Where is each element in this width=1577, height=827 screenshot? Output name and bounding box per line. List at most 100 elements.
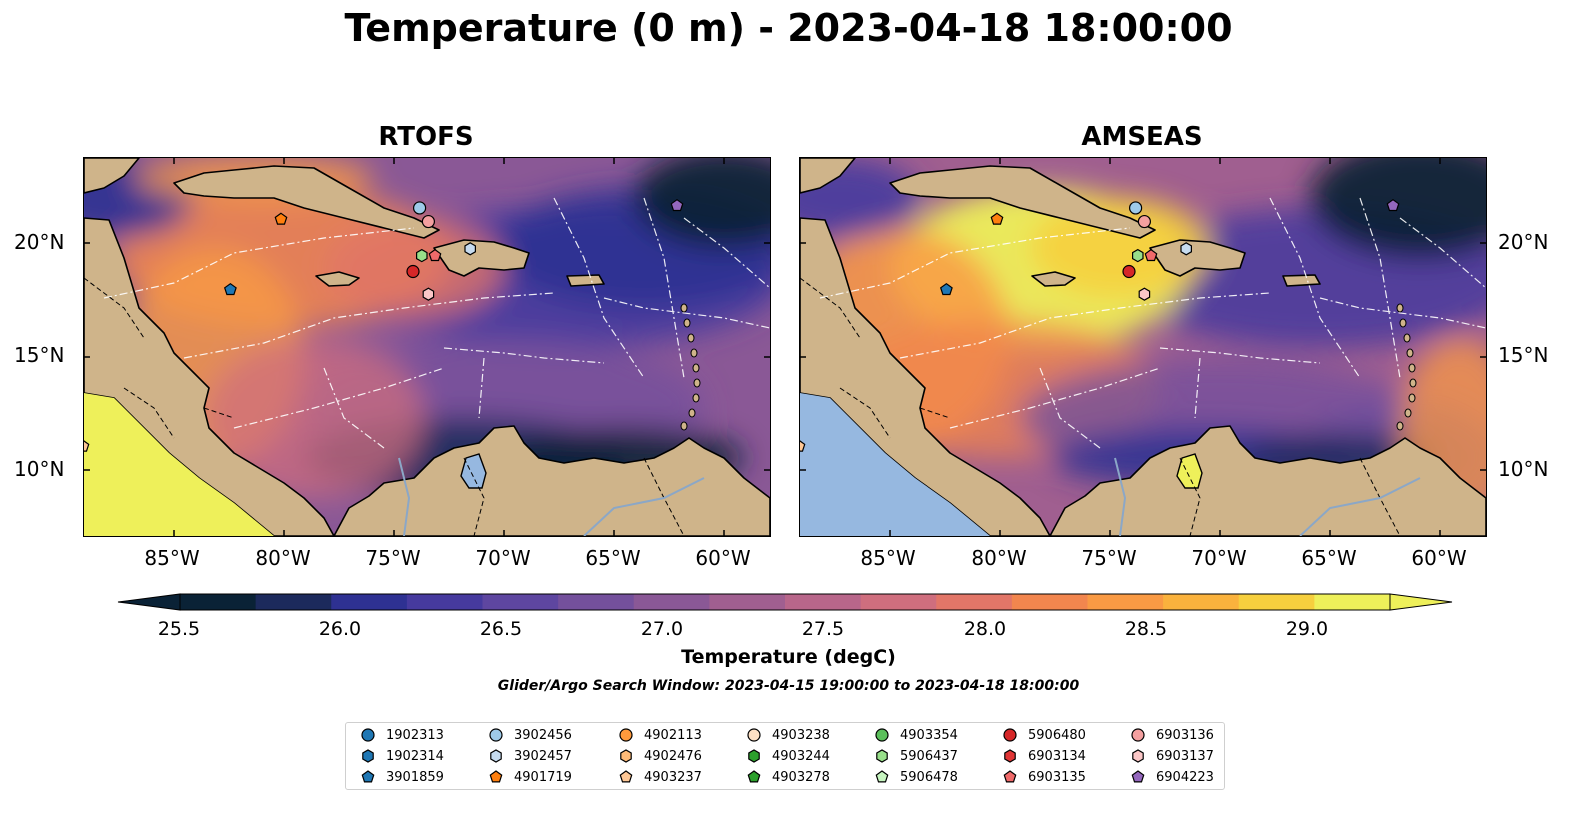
pentagon-marker-icon <box>1131 770 1145 783</box>
circle-marker <box>489 728 503 742</box>
pentagon-marker <box>361 770 375 783</box>
antilles-island <box>692 393 700 403</box>
antilles-island <box>1409 378 1417 388</box>
float-marker <box>422 287 435 301</box>
colorbar-segment <box>785 594 862 610</box>
eez-boundaries <box>103 197 770 449</box>
south-america-land <box>333 425 770 536</box>
map-amseas-canvas <box>800 158 1486 536</box>
hispaniola-land <box>433 239 530 277</box>
hexagon-marker <box>1132 749 1144 763</box>
legend-item-label: 4902476 <box>644 748 702 764</box>
colorbar-tick: 25.5 <box>157 618 201 640</box>
colorbar-tick: 26.0 <box>318 618 362 640</box>
map-panel-rtofs <box>83 157 771 537</box>
cuba-land <box>173 165 440 239</box>
rivers <box>1114 457 1421 536</box>
colorbar-extend-high <box>1389 593 1453 611</box>
legend-item: 6903135 <box>1002 767 1086 787</box>
circle-marker <box>619 728 633 742</box>
lake-maracaibo <box>460 453 487 489</box>
colorbar-segment <box>1163 594 1240 610</box>
hexagon-marker <box>748 749 760 763</box>
pentagon-marker-icon <box>489 770 503 783</box>
puerto-rico-land <box>1282 274 1321 287</box>
colorbar-segment <box>482 594 559 610</box>
pentagon-marker <box>875 770 889 783</box>
float-marker <box>670 198 684 212</box>
legend-item-label: 1902313 <box>386 727 444 743</box>
legend-item: 6903136 <box>1130 725 1214 745</box>
legend-item-label: 4903244 <box>772 748 830 764</box>
hispaniola-land <box>1149 239 1246 277</box>
legend-item: 6903134 <box>1002 746 1086 766</box>
colorbar-segment <box>180 594 257 610</box>
colorbar-extend-low <box>117 593 181 611</box>
lat-label-15n: 15°N <box>14 343 65 367</box>
colorbar-segment <box>558 594 635 610</box>
legend-item-label: 6903134 <box>1028 748 1086 764</box>
legend-item: 6903137 <box>1130 746 1214 766</box>
float-marker <box>84 440 90 452</box>
circle-marker-icon <box>747 728 761 742</box>
legend-item: 3902456 <box>488 725 572 745</box>
legend-item: 5906478 <box>874 767 958 787</box>
pentagon-marker-icon <box>619 770 633 783</box>
float-marker <box>413 201 427 215</box>
legend-item-label: 5906478 <box>900 769 958 785</box>
colorbar-segment <box>331 594 408 610</box>
puerto-rico-land <box>566 274 605 287</box>
antilles-island <box>692 363 700 373</box>
legend-item: 6904223 <box>1130 767 1214 787</box>
legend-item: 5906480 <box>1002 725 1086 745</box>
antilles-island <box>683 318 691 328</box>
legend-item: 4903238 <box>746 725 830 745</box>
pentagon-marker <box>619 770 633 783</box>
legend-item: 4902113 <box>618 725 702 745</box>
pacific-ocean <box>800 393 990 536</box>
float-marker <box>428 248 442 262</box>
jamaica-land <box>1031 271 1076 287</box>
float-marker <box>1132 248 1144 263</box>
legend-item-label: 4903238 <box>772 727 830 743</box>
circle-marker-icon <box>489 728 503 742</box>
colorbar <box>117 593 1453 611</box>
antilles-island <box>1399 318 1407 328</box>
float-marker <box>223 282 237 296</box>
legend-item-label: 1902314 <box>386 748 444 764</box>
legend-item: 4903354 <box>874 725 958 745</box>
map-rtofs-canvas <box>84 158 770 536</box>
hexagon-marker-icon <box>620 749 632 763</box>
colorbar-tick: 27.0 <box>640 618 684 640</box>
hexagon-marker-icon <box>1004 749 1016 763</box>
lon-label-85w: 85°W <box>144 546 200 570</box>
circle-marker-icon <box>1003 728 1017 742</box>
antilles-island <box>1396 303 1404 313</box>
pentagon-marker-icon <box>361 770 375 783</box>
lon-label-65w-right: 65°W <box>1301 546 1357 570</box>
pentagon-marker-icon <box>875 770 889 783</box>
float-marker <box>1138 287 1151 301</box>
antilles-island <box>1406 348 1414 358</box>
lat-label-15n-right: 15°N <box>1498 343 1549 367</box>
float-marker <box>406 264 420 279</box>
hexagon-marker-icon <box>1132 749 1144 763</box>
antilles-island <box>687 333 695 343</box>
circle-marker <box>361 728 375 742</box>
colorbar-segment <box>1011 594 1088 610</box>
antilles-island <box>680 303 688 313</box>
float-markers <box>84 198 684 452</box>
circle-marker <box>875 728 889 742</box>
colorbar-tick: 26.5 <box>479 618 523 640</box>
legend-item: 1902314 <box>360 746 444 766</box>
antilles-island <box>1404 408 1412 418</box>
panel-title-amseas: AMSEAS <box>1081 122 1203 152</box>
circle-marker <box>1131 728 1145 742</box>
lon-label-80w-right: 80°W <box>971 546 1027 570</box>
map-panel-amseas <box>799 157 1487 537</box>
search-window-caption: Glider/Argo Search Window: 2023-04-15 19… <box>497 678 1080 694</box>
lat-label-20n: 20°N <box>14 230 65 254</box>
lon-label-80w: 80°W <box>255 546 311 570</box>
legend-item-label: 6903137 <box>1156 748 1214 764</box>
figure-title: Temperature (0 m) - 2023-04-18 18:00:00 <box>344 6 1233 50</box>
